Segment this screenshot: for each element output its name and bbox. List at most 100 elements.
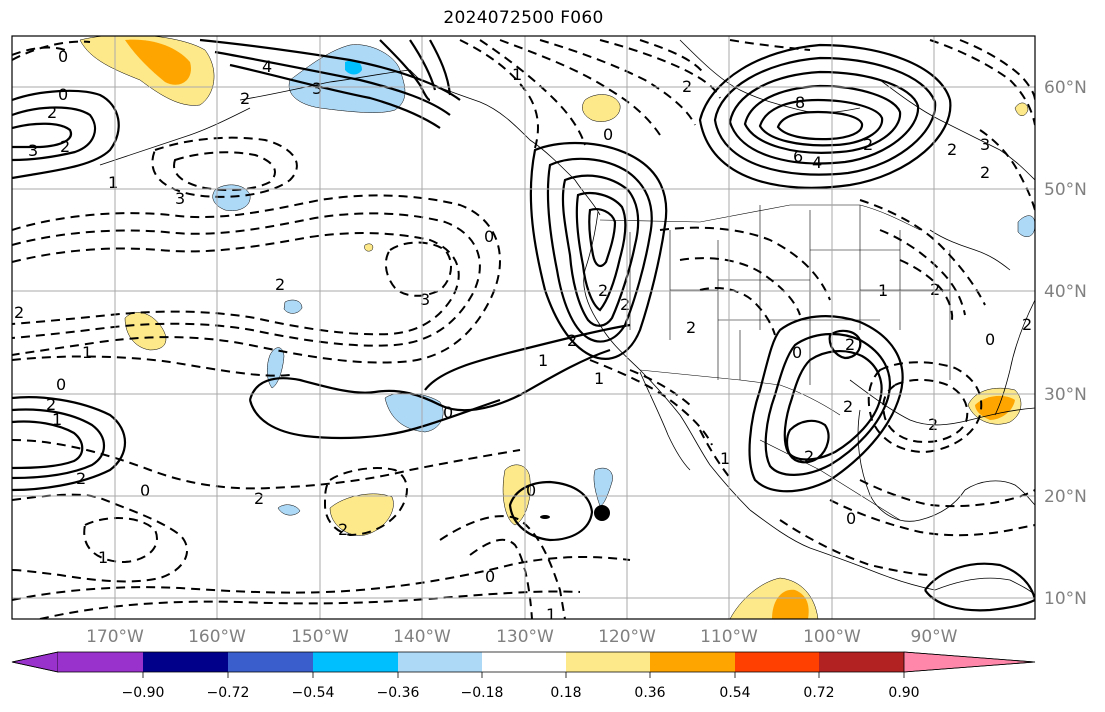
lat-label: 10°N xyxy=(1044,589,1087,609)
contour-pos xyxy=(924,562,1035,601)
contour-label: 2 xyxy=(14,303,24,322)
colorbar-segment xyxy=(143,652,228,672)
contour-label: 0 xyxy=(140,481,150,500)
lat-label: 20°N xyxy=(1044,487,1087,507)
contour-neg xyxy=(679,257,801,316)
contour-neg xyxy=(12,46,66,56)
map-frame xyxy=(11,35,1036,620)
colorbar-extend-max xyxy=(903,651,1036,673)
lat-label: 60°N xyxy=(1044,78,1087,98)
colorbar-tick-label: −0.54 xyxy=(292,685,335,701)
small-high-marker xyxy=(540,515,550,519)
contour-neg xyxy=(859,479,1035,508)
contour-neg xyxy=(699,429,731,479)
contour-label: 2 xyxy=(947,140,957,159)
contour-pos xyxy=(409,39,437,91)
colorbar-extend-min xyxy=(11,651,59,673)
contour-neg xyxy=(499,39,661,136)
colorbar-segment xyxy=(398,652,482,672)
colorbar-tick-label: 0.54 xyxy=(719,685,750,701)
contour-label: 0 xyxy=(58,47,68,66)
contour-pos xyxy=(429,39,452,96)
contour-label: 0 xyxy=(526,481,536,500)
coast-aleutians xyxy=(99,107,251,166)
contour-neg xyxy=(83,517,158,564)
shade-blue-alaska-core xyxy=(345,60,362,75)
contour-neg xyxy=(959,39,1035,101)
contour-label: 0 xyxy=(985,330,995,349)
colorbar-segment xyxy=(482,652,566,672)
contour-pos xyxy=(728,70,920,165)
contour-neg xyxy=(12,556,631,601)
gridlines xyxy=(12,36,1035,619)
contour-label: 1 xyxy=(512,65,522,84)
contour-label: 2 xyxy=(686,318,696,337)
contour-pos xyxy=(12,89,120,180)
contour-neg xyxy=(439,515,566,619)
contour-pos xyxy=(713,56,937,176)
contour-label: 2 xyxy=(980,163,990,182)
contour-pos xyxy=(214,50,451,116)
contour-neg xyxy=(729,39,811,51)
coast-alaska xyxy=(239,69,601,216)
contour-neg xyxy=(469,538,533,619)
lon-label: 150°W xyxy=(291,627,349,647)
contour-neg xyxy=(323,467,408,537)
colorbar-tick-label: −0.72 xyxy=(207,685,250,701)
contour-neg xyxy=(779,519,931,576)
contour-pos xyxy=(12,122,73,149)
contour-pos xyxy=(698,43,952,189)
contour-label: 4 xyxy=(262,57,272,76)
contour-label: 2 xyxy=(76,469,86,488)
colorbar-tick-label: 0.72 xyxy=(803,685,834,701)
storm-center-marker xyxy=(594,505,610,521)
shade-blue-alaska xyxy=(288,44,406,113)
contour-neg xyxy=(479,39,586,146)
colorbar-segment xyxy=(819,652,904,672)
contour-label: 2 xyxy=(620,295,630,314)
colorbar-tick-label: 0.90 xyxy=(888,685,919,701)
contour-label: 1 xyxy=(52,410,62,429)
lon-label: 170°W xyxy=(86,627,144,647)
contour-label: 1 xyxy=(720,449,730,468)
lon-label: 130°W xyxy=(496,627,554,647)
contour-label: 2 xyxy=(928,415,938,434)
shade-orange-nw xyxy=(79,36,215,106)
contour-label: 4 xyxy=(812,153,822,172)
lat-label: 30°N xyxy=(1044,385,1087,405)
colorbar-tick-label: 0.36 xyxy=(634,685,665,701)
contour-label: 2 xyxy=(863,135,873,154)
coast-great-lakes xyxy=(929,229,1011,271)
shade-orange-gulf-core xyxy=(975,395,1015,420)
colorbar-outline xyxy=(11,651,1036,673)
coast-central-america xyxy=(934,577,1035,596)
contour-label: 3 xyxy=(420,290,430,309)
contour-label: 2 xyxy=(930,280,940,299)
shade-yellow-ne xyxy=(1014,102,1029,116)
shade-orange-nw-core xyxy=(125,39,191,85)
coast-yucatan xyxy=(964,480,1035,506)
contour-neg xyxy=(599,39,721,99)
lat-label: 40°N xyxy=(1044,282,1087,302)
contour-label: 1 xyxy=(546,605,556,624)
lon-label: 120°W xyxy=(598,627,656,647)
colorbar-segment xyxy=(566,652,650,672)
contour-label: 1 xyxy=(538,351,548,370)
contour-label: 0 xyxy=(792,343,802,362)
contour-pos xyxy=(424,323,631,391)
contour-label: 0 xyxy=(603,125,613,144)
contour-label: 2 xyxy=(567,331,577,350)
contour-label: 2 xyxy=(46,395,56,414)
coast-mexico-gulf xyxy=(857,409,966,522)
contour-label: 8 xyxy=(795,93,805,112)
longitude-labels: 170°W 160°W 150°W 140°W 130°W 120°W 110°… xyxy=(86,627,958,647)
colorbar-tick-label: −0.18 xyxy=(461,685,504,701)
chart-title: 2024072500 F060 xyxy=(443,8,604,28)
contour-label: 0 xyxy=(846,509,856,528)
contour-neg xyxy=(929,39,1035,126)
negative-contours xyxy=(12,39,1035,619)
contour-pos xyxy=(248,348,611,412)
contour-label: 1 xyxy=(594,369,604,388)
shade-orange-s-core xyxy=(772,589,809,619)
